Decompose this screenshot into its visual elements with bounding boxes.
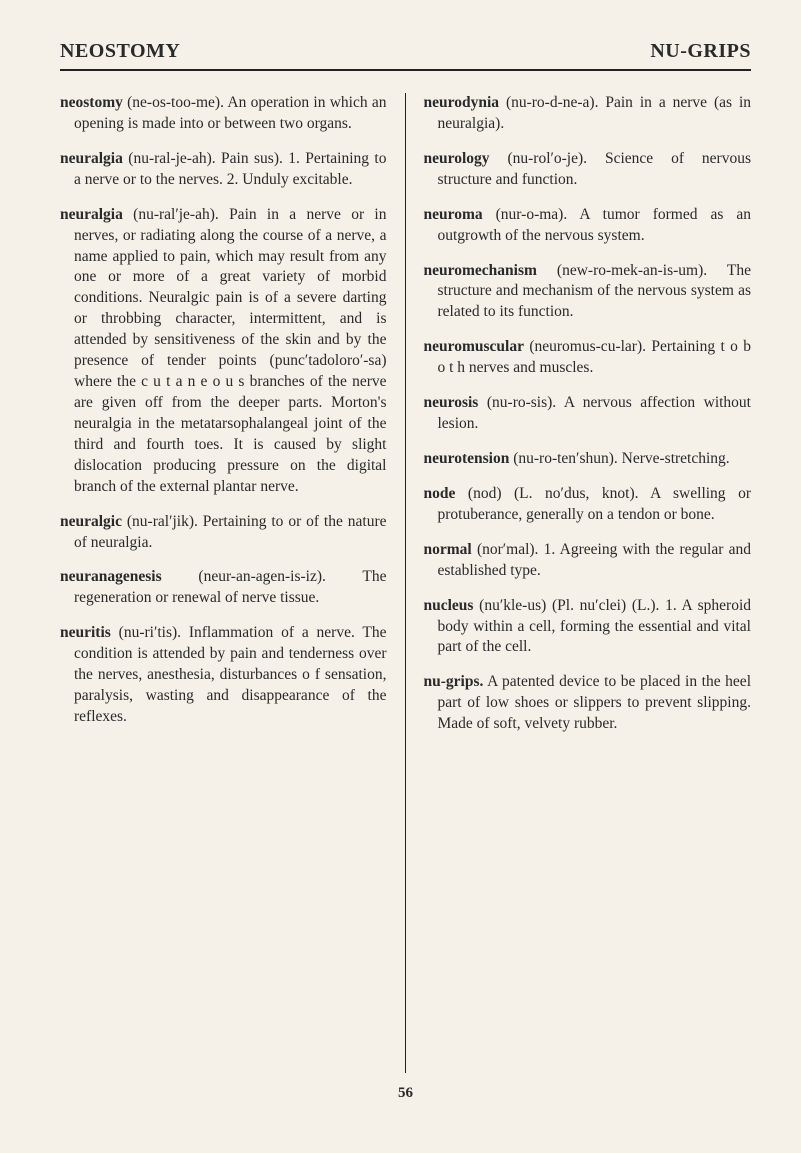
entry-term: neuralgia bbox=[60, 206, 123, 223]
dictionary-entry: neostomy (ne-os-too-me). An operation in… bbox=[60, 93, 387, 135]
page-header: NEOSTOMY NU-GRIPS bbox=[60, 40, 751, 71]
dictionary-entry: neuromuscular (neuromus-cu-lar). Pertain… bbox=[424, 337, 752, 379]
dictionary-entry: neuroma (nur-o-ma). A tumor formed as an… bbox=[424, 205, 752, 247]
entry-body: (nu-ral′je-ah). Pain in a nerve or in ne… bbox=[74, 206, 387, 495]
dictionary-entry: neuromechanism (new-ro-mek-an-is-um). Th… bbox=[424, 261, 752, 324]
entry-body: (nu-ri′tis). Inflammation of a nerve. Th… bbox=[74, 624, 387, 725]
two-column-layout: neostomy (ne-os-too-me). An operation in… bbox=[60, 93, 751, 1073]
dictionary-entry: neuralgic (nu-ral′jik). Pertaining to or… bbox=[60, 512, 387, 554]
entry-term: neurosis bbox=[424, 394, 479, 411]
dictionary-entry: neurology (nu-rol′o-je). Science of nerv… bbox=[424, 149, 752, 191]
dictionary-entry: neuranagenesis (neur-an-agen-is-iz). The… bbox=[60, 567, 387, 609]
entry-term: neuritis bbox=[60, 624, 111, 641]
entry-term: nu-grips. bbox=[424, 673, 484, 690]
dictionary-entry: neuritis (nu-ri′tis). Inflammation of a … bbox=[60, 623, 387, 728]
entry-term: neuralgic bbox=[60, 513, 122, 530]
dictionary-entry: neuralgia (nu-ral-je-ah). Pain sus). 1. … bbox=[60, 149, 387, 191]
entry-term: node bbox=[424, 485, 456, 502]
page-number: 56 bbox=[60, 1085, 751, 1102]
entry-term: neurology bbox=[424, 150, 490, 167]
header-left-term: NEOSTOMY bbox=[60, 40, 180, 63]
entry-term: neurotension bbox=[424, 450, 510, 467]
dictionary-entry: neuralgia (nu-ral′je-ah). Pain in a nerv… bbox=[60, 205, 387, 498]
entry-body: A patented device to be placed in the he… bbox=[438, 673, 752, 732]
dictionary-entry: node (nod) (L. no′dus, knot). A swelling… bbox=[424, 484, 752, 526]
entry-term: neuroma bbox=[424, 206, 483, 223]
dictionary-entry: normal (nor′mal). 1. Agreeing with the r… bbox=[424, 540, 752, 582]
header-right-term: NU-GRIPS bbox=[650, 40, 751, 63]
left-column: neostomy (ne-os-too-me). An operation in… bbox=[60, 93, 406, 1073]
entry-term: neuromuscular bbox=[424, 338, 524, 355]
entry-body: (nu′kle-us) (Pl. nu′clei) (L.). 1. A sph… bbox=[438, 597, 752, 656]
entry-term: neostomy bbox=[60, 94, 123, 111]
entry-body: (nur-o-ma). A tumor formed as an outgrow… bbox=[438, 206, 752, 244]
entry-body: (nu-ro-ten′shun). Nerve-stretching. bbox=[509, 450, 729, 467]
entry-term: neuranagenesis bbox=[60, 568, 162, 585]
dictionary-entry: nu-grips. A patented device to be placed… bbox=[424, 672, 752, 735]
entry-term: nucleus bbox=[424, 597, 474, 614]
dictionary-entry: nucleus (nu′kle-us) (Pl. nu′clei) (L.). … bbox=[424, 596, 752, 659]
dictionary-entry: neurotension (nu-ro-ten′shun). Nerve-str… bbox=[424, 449, 752, 470]
entry-term: normal bbox=[424, 541, 472, 558]
entry-body: (nu-ro-sis). A nervous affection without… bbox=[438, 394, 752, 432]
entry-term: neuromechanism bbox=[424, 262, 537, 279]
entry-term: neurodynia bbox=[424, 94, 500, 111]
entry-body: (nod) (L. no′dus, knot). A swelling or p… bbox=[438, 485, 752, 523]
entry-term: neuralgia bbox=[60, 150, 123, 167]
entry-body: (nor′mal). 1. Agreeing with the regular … bbox=[438, 541, 752, 579]
dictionary-entry: neurosis (nu-ro-sis). A nervous affectio… bbox=[424, 393, 752, 435]
dictionary-entry: neurodynia (nu-ro-d-ne-a). Pain in a ner… bbox=[424, 93, 752, 135]
right-column: neurodynia (nu-ro-d-ne-a). Pain in a ner… bbox=[406, 93, 752, 1073]
